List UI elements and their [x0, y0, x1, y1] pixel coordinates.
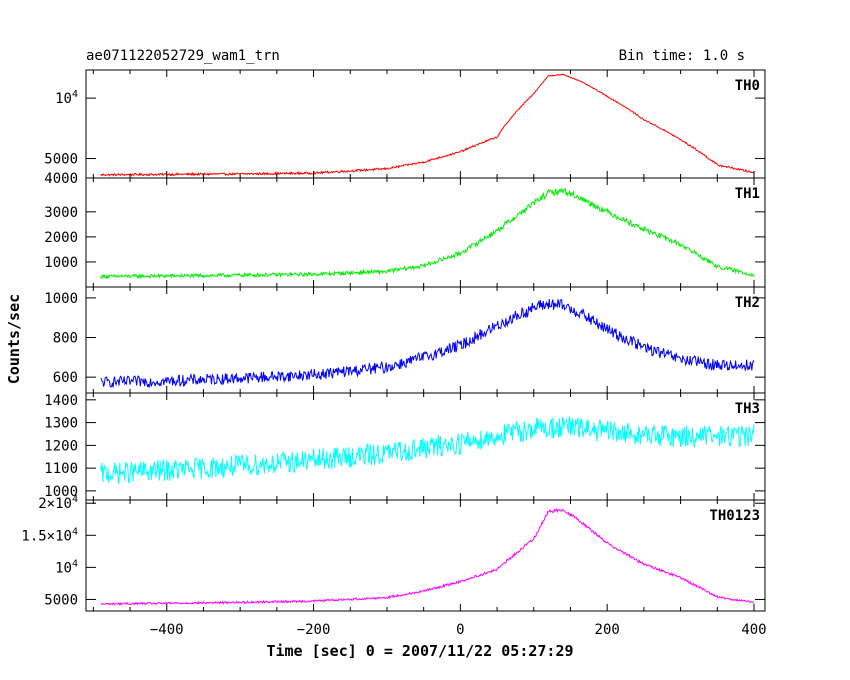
- x-axis-title: Time [sec] 0 = 2007/11/22 05:27:29: [266, 642, 573, 660]
- x-tick-label: −200: [297, 622, 331, 638]
- bin-time-label: Bin time: 1.0 s: [619, 48, 745, 64]
- panel-th1: 1000 2000 3000 TH1: [44, 177, 766, 288]
- y-tick-label: 1000: [44, 291, 78, 307]
- y-tick-label: 1400: [44, 393, 78, 409]
- y-tick-label: 1000: [44, 484, 78, 500]
- y-tick-label: 600: [53, 370, 78, 386]
- panel-th3: 1000 1100 1200 1300 1400 TH3: [44, 392, 766, 501]
- y-tick-label: 4000: [44, 171, 78, 187]
- y-tick-label: 5000: [44, 592, 78, 608]
- y-tick-label: 1300: [44, 416, 78, 432]
- panel-label-th0: TH0: [735, 78, 760, 94]
- series-th2: [100, 298, 755, 389]
- x-tick-label: 0: [456, 622, 464, 638]
- panel-frame: [85, 286, 766, 394]
- panel-label-th2: TH2: [735, 295, 760, 311]
- y-tick-label: 5000: [44, 152, 78, 168]
- panel-th2: 600 800 1000 TH2: [44, 286, 766, 394]
- y-tick-label: 104: [55, 89, 78, 107]
- y-tick-label: 1.5×104: [21, 526, 78, 544]
- panel-label-th3: TH3: [735, 401, 760, 417]
- y-tick-label: 800: [53, 331, 78, 347]
- x-tick-label: 400: [741, 622, 766, 638]
- panels: 4000 5000 104 TH0 1000 2000 3000 TH1 600 800 1000 T…: [21, 69, 766, 612]
- panel-label-th0123: TH0123: [709, 508, 760, 524]
- panel-label-th1: TH1: [735, 186, 760, 202]
- series-th3: [100, 416, 755, 484]
- y-tick-label: 2×104: [38, 494, 78, 512]
- y-tick-label: 1100: [44, 461, 78, 477]
- y-axis-title: Counts/sec: [5, 294, 23, 384]
- panel-th0: 4000 5000 104 TH0: [44, 69, 766, 187]
- x-axis: −400 −200 0 200 400: [150, 622, 767, 638]
- y-tick-label: 104: [55, 558, 78, 576]
- series-th1: [100, 187, 755, 280]
- y-tick-label: 1000: [44, 255, 78, 271]
- x-tick-label: −400: [150, 622, 184, 638]
- series-th0123: [100, 508, 755, 606]
- series-th0: [100, 73, 755, 177]
- y-tick-label: 3000: [44, 205, 78, 221]
- y-tick-label: 2000: [44, 230, 78, 246]
- chart-title: ae071122052729_wam1_trn: [86, 48, 280, 64]
- panel-frame: [85, 177, 766, 288]
- x-tick-label: 200: [595, 622, 620, 638]
- panel-frame: [85, 499, 766, 612]
- panel-th0123: 5000 104 1.5×104 2×104 TH0123: [21, 494, 766, 612]
- y-tick-label: 1200: [44, 438, 78, 454]
